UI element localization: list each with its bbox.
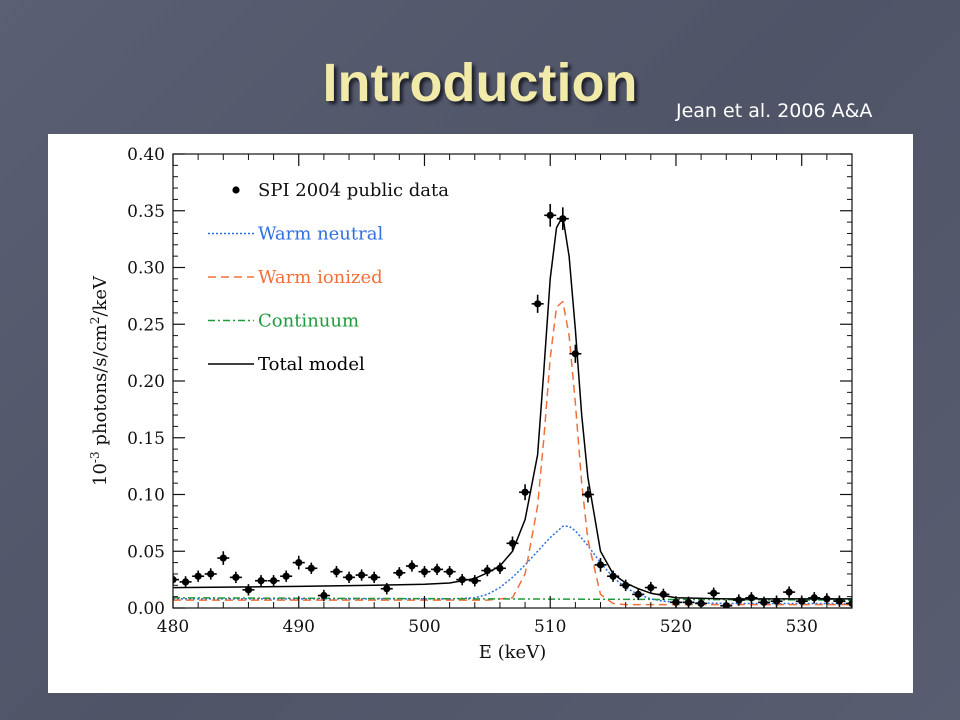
- y-tick-label: 0.30: [127, 259, 165, 279]
- data-points-layer: [173, 203, 852, 608]
- legend-label: SPI 2004 public data: [258, 180, 449, 201]
- data-point: [493, 562, 506, 574]
- data-point: [192, 570, 205, 582]
- citation: Jean et al. 2006 A&A: [676, 100, 873, 122]
- data-point: [607, 570, 620, 582]
- data-point: [393, 567, 406, 579]
- data-point: [380, 583, 393, 595]
- y-tick-label: 0.35: [127, 202, 165, 222]
- tick-labels-layer: 480 490 500 510 520 530 0.00 0.05 0.10 0.15 0.20 0.…: [127, 145, 818, 637]
- data-point: [255, 575, 268, 587]
- y-axis-label-sup: -3: [88, 451, 102, 463]
- data-point: [305, 562, 318, 574]
- data-point: [343, 571, 356, 584]
- data-point: [456, 573, 469, 586]
- x-tick-label: 520: [660, 617, 692, 637]
- data-point: [707, 587, 720, 599]
- x-tick-label: 500: [408, 617, 440, 637]
- y-tick-label: 0.20: [127, 372, 165, 392]
- data-point: [808, 592, 821, 604]
- data-point: [569, 344, 582, 363]
- legend-label: Continuum: [258, 311, 359, 332]
- data-point: [355, 569, 368, 581]
- legend-marker: [232, 186, 240, 194]
- figure-panel: 480 490 500 510 520 530 0.00 0.05 0.10 0.15 0.20 0.…: [48, 134, 913, 693]
- data-point: [443, 566, 456, 578]
- data-point: [783, 586, 796, 598]
- y-axis-label-base: 10: [90, 463, 111, 486]
- y-tick-label: 0.00: [127, 599, 165, 619]
- ticks-layer: [172, 153, 852, 609]
- data-point: [757, 596, 770, 608]
- x-tick-label: 530: [785, 617, 817, 637]
- data-point: [280, 570, 293, 582]
- data-point: [531, 294, 544, 313]
- data-point: [556, 207, 569, 231]
- x-axis-label: E (keV): [479, 642, 546, 663]
- data-point: [242, 584, 255, 596]
- data-point: [204, 568, 217, 580]
- data-point: [745, 592, 758, 604]
- y-axis-label: 10-3 photons/s/cm2/keV: [88, 275, 111, 486]
- legend-entry-warm-neutral: Warm neutral: [208, 224, 383, 245]
- data-point: [657, 588, 670, 601]
- legend-entry-total-model: Total model: [208, 354, 365, 375]
- series-line-warm-ionized: [173, 300, 852, 606]
- y-tick-label: 0.10: [127, 486, 165, 506]
- data-point: [682, 596, 695, 608]
- slide-title: Introduction: [322, 53, 638, 113]
- data-point: [632, 588, 645, 601]
- legend-entry-warm-ionized: Warm ionized: [208, 267, 383, 288]
- x-tick-label: 480: [157, 617, 189, 637]
- data-point: [179, 576, 192, 588]
- data-point: [846, 597, 852, 608]
- data-point: [267, 575, 280, 587]
- data-point: [405, 560, 418, 572]
- data-point: [644, 581, 657, 594]
- legend-label: Warm ionized: [258, 267, 383, 288]
- data-point: [732, 594, 745, 606]
- data-point: [418, 566, 431, 578]
- y-tick-label: 0.15: [127, 429, 165, 449]
- data-point: [519, 484, 532, 501]
- data-point: [431, 563, 444, 576]
- data-point: [619, 579, 632, 591]
- legend-entry-spi-2004-public-data: SPI 2004 public data: [232, 180, 449, 201]
- legend: SPI 2004 public data Warm neutral Warm ion…: [208, 180, 449, 375]
- data-point: [506, 536, 519, 551]
- x-tick-label: 510: [534, 617, 566, 637]
- data-point: [833, 595, 846, 607]
- legend-label: Total model: [258, 354, 365, 375]
- data-point: [229, 571, 242, 584]
- data-point: [173, 573, 179, 586]
- y-tick-label: 0.05: [127, 542, 165, 562]
- legend-label: Warm neutral: [258, 224, 383, 245]
- data-point: [217, 551, 230, 565]
- data-point: [330, 566, 343, 578]
- data-point: [544, 203, 557, 227]
- data-point: [581, 486, 594, 503]
- data-point: [292, 555, 305, 570]
- data-point: [481, 564, 494, 577]
- data-point: [468, 575, 481, 587]
- y-tick-label: 0.40: [127, 145, 165, 165]
- data-point: [594, 558, 607, 572]
- series-line-warm-neutral: [173, 525, 852, 605]
- data-point: [368, 571, 381, 584]
- x-tick-label: 490: [283, 617, 315, 637]
- legend-entry-continuum: Continuum: [208, 311, 359, 332]
- y-tick-label: 0.25: [127, 315, 165, 335]
- y-axis-label-sup2: 2: [88, 317, 102, 325]
- data-point: [317, 589, 330, 602]
- spectrum-chart: 480 490 500 510 520 530 0.00 0.05 0.10 0.15 0.20 0.…: [88, 145, 853, 663]
- y-axis-label-mid: photons/s/cm: [90, 324, 111, 451]
- y-axis-label-tail: /keV: [90, 275, 111, 317]
